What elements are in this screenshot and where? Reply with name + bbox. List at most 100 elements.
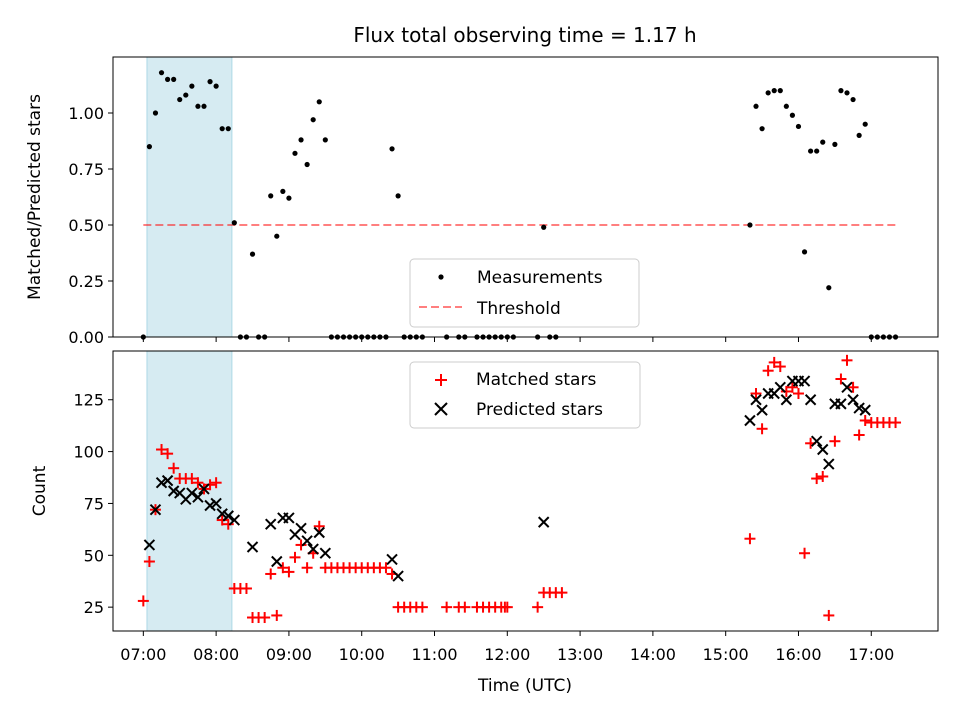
measurement-point xyxy=(316,99,322,105)
measurement-point xyxy=(152,110,159,116)
measurement-point xyxy=(389,146,395,152)
predicted-point xyxy=(307,543,319,555)
legend-predicted-label: Predicted stars xyxy=(476,400,603,420)
measurement-point xyxy=(765,90,771,96)
measurement-point xyxy=(286,195,292,201)
predicted-point xyxy=(392,570,404,582)
y-tick-label: 50 xyxy=(84,546,104,565)
predicted-point xyxy=(823,458,835,470)
measurement-point xyxy=(249,251,256,257)
predicted-point xyxy=(798,375,811,387)
legend-threshold-label: Threshold xyxy=(476,299,561,319)
y-tick-label: 0.00 xyxy=(68,328,104,347)
matched-point xyxy=(277,562,289,574)
matched-point xyxy=(259,612,271,624)
measurement-point xyxy=(832,141,838,147)
x-tick-label: 14:00 xyxy=(630,645,676,664)
predicted-point xyxy=(228,514,241,526)
matched-point xyxy=(756,423,768,435)
matched-point xyxy=(853,429,865,441)
y-tick-label: 125 xyxy=(73,391,104,410)
predicted-point xyxy=(313,526,325,539)
y-tick-label: 75 xyxy=(84,494,104,513)
predicted-point xyxy=(222,510,234,522)
predicted-point xyxy=(841,381,853,394)
bottom-x-axis: 07:00 08:00 09:00 10:00 11:00 12:00 13:00 14:00… xyxy=(120,631,894,664)
predicted-point xyxy=(192,491,204,503)
measurement-point xyxy=(213,83,219,89)
top-shaded-span xyxy=(146,56,233,338)
matched-point xyxy=(441,601,453,613)
predicted-point xyxy=(198,483,210,495)
measurement-point xyxy=(808,148,814,154)
matched-point xyxy=(768,356,780,368)
predicted-point xyxy=(216,508,228,520)
measurement-point xyxy=(789,112,796,118)
predicted-point xyxy=(155,476,168,489)
predicted-point xyxy=(853,402,865,414)
legend-measurements-label: Measurements xyxy=(477,268,603,288)
measurement-point xyxy=(856,132,862,138)
matched-point xyxy=(416,601,428,613)
predicted-point xyxy=(265,518,277,530)
matched-point xyxy=(313,520,325,532)
matched-point xyxy=(216,514,228,526)
matched-point xyxy=(162,448,174,460)
measurement-point xyxy=(753,103,759,109)
measurement-point xyxy=(201,103,207,109)
x-tick-label: 17:00 xyxy=(848,645,894,664)
measurement-point xyxy=(850,96,856,103)
measurement-point xyxy=(207,79,213,85)
measurement-point xyxy=(195,103,201,109)
bottom-y-label: Count xyxy=(30,465,50,516)
matched-point xyxy=(156,444,168,456)
legend-measurement-marker xyxy=(438,274,444,280)
measurement-point xyxy=(310,117,316,123)
top-panel: 0.00 0.25 0.50 0.75 1.00 Matched/Predicted s… xyxy=(25,56,939,347)
measurement-point xyxy=(541,224,547,230)
predicted-point xyxy=(750,394,762,406)
predicted-point xyxy=(817,443,829,456)
matched-point xyxy=(829,435,841,447)
y-tick-label: 1.00 xyxy=(68,104,104,123)
measurement-point xyxy=(231,220,237,226)
y-tick-label: 100 xyxy=(73,443,104,462)
matched-point xyxy=(459,601,471,613)
matched-point xyxy=(204,479,216,491)
measurement-point xyxy=(225,126,231,132)
matched-point xyxy=(265,568,277,580)
x-tick-label: 10:00 xyxy=(339,645,385,664)
measurement-point xyxy=(298,137,304,143)
y-tick-label: 25 xyxy=(84,598,104,617)
measurement-point xyxy=(171,76,177,82)
predicted-point xyxy=(859,404,871,416)
measurement-point xyxy=(844,90,850,96)
bottom-legend: Matched stars Predicted stars xyxy=(409,361,641,429)
legend-predicted-marker xyxy=(434,402,448,416)
bottom-legend-box xyxy=(409,361,641,429)
legend-matched-label: Matched stars xyxy=(476,370,596,390)
predicted-point xyxy=(386,553,398,566)
predicted-points xyxy=(143,375,871,582)
top-y-label: Matched/Predicted stars xyxy=(25,94,45,300)
matched-point xyxy=(859,414,871,426)
predicted-point xyxy=(810,435,823,447)
measurement-point xyxy=(759,126,765,132)
matched-point xyxy=(210,477,222,489)
matched-point xyxy=(786,381,798,393)
predicted-point xyxy=(246,541,259,553)
predicted-point xyxy=(161,474,174,487)
matched-point xyxy=(792,388,804,400)
measurement-point xyxy=(777,88,783,94)
predicted-point xyxy=(835,398,847,410)
matched-point xyxy=(143,556,155,568)
predicted-point xyxy=(756,404,768,416)
matched-point xyxy=(380,562,392,574)
measurement-points xyxy=(140,70,899,340)
matched-point xyxy=(774,361,786,373)
predicted-point xyxy=(149,503,162,516)
matched-point xyxy=(744,533,756,545)
matched-point xyxy=(823,609,835,621)
matched-point xyxy=(186,473,198,485)
predicted-point xyxy=(143,539,156,551)
